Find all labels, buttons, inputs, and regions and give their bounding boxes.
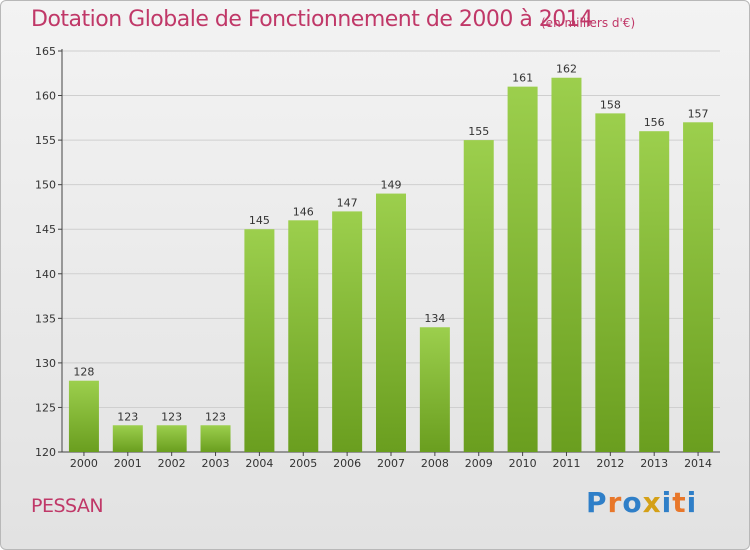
bar [332,211,363,452]
y-tick-label: 155 [35,134,56,147]
bar-value-label: 123 [161,410,182,423]
bar-value-label: 162 [556,63,577,76]
bar [419,327,450,452]
bar-value-label: 123 [205,410,226,423]
y-tick-label: 130 [35,357,56,370]
x-tick-label: 2012 [596,457,624,470]
bar [156,425,187,452]
bar-value-label: 157 [688,107,709,120]
y-tick-label: 135 [35,312,56,325]
bar [68,380,99,452]
bar-value-label: 161 [512,72,533,85]
x-tick-label: 2000 [70,457,98,470]
bar [244,229,275,452]
bar [376,193,406,453]
bar-value-label: 134 [424,312,445,325]
proxiti-logo[interactable]: Proxiti [586,486,697,519]
x-tick-label: 2011 [552,457,580,470]
logo-letter: t [672,486,687,519]
x-tick-label: 2001 [114,457,142,470]
bar-value-label: 128 [73,366,94,379]
x-tick-label: 2003 [202,457,230,470]
x-tick-label: 2006 [333,457,361,470]
x-tick-label: 2014 [684,457,712,470]
bar [595,113,626,452]
x-tick-label: 2007 [377,457,405,470]
logo-letter: o [622,486,643,519]
logo-letter: x [642,486,662,519]
bar-value-label: 123 [117,410,138,423]
bar [200,425,231,452]
x-tick-label: 2008 [421,457,449,470]
bar [683,122,714,453]
y-tick-label: 140 [35,268,56,281]
x-tick-label: 2002 [158,457,186,470]
bar [463,140,494,452]
bar-value-label: 147 [337,196,358,209]
y-tick-label: 150 [35,179,56,192]
bar [639,131,670,452]
y-tick-label: 125 [35,401,56,414]
chart-title: Dotation Globale de Fonctionnement de 20… [31,7,593,32]
logo-letter: i [661,486,673,519]
bar-value-label: 155 [468,125,489,138]
chart-subtitle: (en milliers d'€) [541,16,636,30]
bar-value-label: 145 [249,214,270,227]
bar [551,77,582,452]
logo-letter: r [607,486,623,519]
bar-value-label: 158 [600,98,621,111]
y-tick-label: 145 [35,223,56,236]
y-tick-label: 165 [35,45,56,58]
bar-value-label: 156 [644,116,665,129]
bar [288,220,319,452]
x-tick-label: 2005 [289,457,317,470]
commune-name: PESSAN [31,495,104,517]
x-tick-label: 2009 [465,457,493,470]
bar-value-label: 146 [293,205,314,218]
bar [507,86,538,453]
bar [112,425,143,452]
bar-value-label: 149 [381,179,402,192]
x-tick-label: 2010 [509,457,537,470]
x-tick-label: 2013 [640,457,668,470]
y-tick-label: 120 [35,446,56,459]
logo-letter: P [586,486,608,519]
x-tick-label: 2004 [245,457,273,470]
logo-letter: i [686,486,698,519]
y-tick-label: 160 [35,90,56,103]
